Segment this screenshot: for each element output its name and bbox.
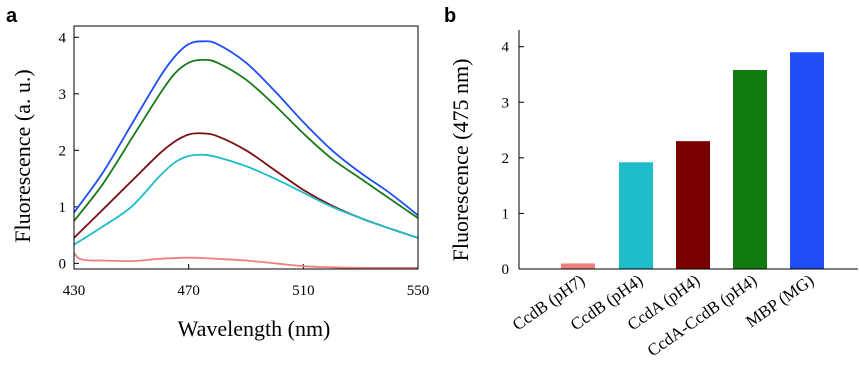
panel-b-bar: [619, 162, 653, 269]
panel-b-y-tick-label: 1: [502, 206, 510, 222]
panel-b-y-tick-label: 4: [502, 40, 510, 56]
panel-a-y-tick-label: 4: [59, 30, 67, 46]
panel-a-y-tick-label: 1: [59, 200, 67, 216]
panel-b-y-axis-title: Fluorescence (475 nm): [448, 59, 473, 262]
panel-a-y-tick-label: 3: [59, 87, 67, 103]
panel-a-label: a: [6, 5, 18, 27]
panel-a-series-line-2: [73, 58, 419, 222]
panel-a-x-axis-title: Wavelength (nm): [178, 316, 331, 341]
panel-a-series-line-4: [73, 153, 419, 246]
panel-b-bar: [561, 263, 595, 269]
panel-a-x-tick-label: 550: [407, 283, 430, 299]
panel-a-x-tick-label: 430: [63, 283, 86, 299]
panel-b-bar: [790, 52, 824, 269]
panel-a-y-tick-label: 0: [59, 256, 67, 272]
panel-a-plot-frame: [73, 25, 419, 270]
panel-a-series-line-5: [73, 252, 418, 269]
panel-a-x-tick-label: 510: [292, 283, 315, 299]
panel-b-bar: [676, 141, 710, 269]
panel-a-x-tick-label: 470: [177, 283, 200, 299]
panel-b-y-tick-label: 2: [502, 151, 510, 167]
panel-a-y-axis-title: Fluorescence (a. u.): [10, 69, 35, 242]
panel-a-line-chart: a Fluorescence (a. u.) Wavelength (nm) 0…: [6, 5, 429, 341]
panel-b-y-tick-label: 0: [502, 262, 510, 278]
panel-b-bar: [733, 70, 767, 269]
panel-b-label: b: [444, 5, 456, 27]
panel-b-y-tick-label: 3: [502, 95, 510, 111]
panel-a-y-tick-label: 2: [59, 143, 67, 159]
panel-a-series-line-1: [73, 40, 419, 217]
